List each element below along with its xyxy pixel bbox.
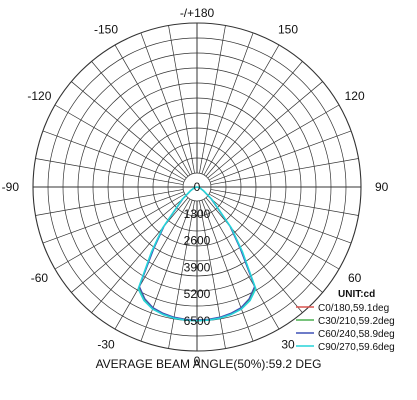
grid-spoke [199, 200, 226, 349]
angle-tick-label: -120 [27, 89, 51, 103]
grid-spoke [140, 32, 193, 174]
grid-spoke [71, 195, 187, 293]
grid-spoke [208, 104, 340, 181]
grid-spoke [207, 81, 323, 179]
grid-spoke [201, 200, 254, 342]
grid-spoke [207, 195, 323, 293]
radial-tick-label: 6500 [184, 314, 211, 328]
legend-entry: C30/210,59.2deg [318, 316, 395, 327]
grid-spoke [201, 32, 254, 174]
unit-label: UNIT:cd [338, 289, 375, 300]
intensity-curves [137, 186, 257, 322]
grid-spoke [210, 191, 352, 244]
grid-spoke [210, 158, 359, 185]
beam-angle-footer: AVERAGE BEAM ANGLE(50%):59.2 DEG [95, 357, 322, 371]
grid-spoke [168, 25, 195, 174]
grid-spoke [203, 44, 280, 176]
grid-spoke [54, 193, 186, 270]
angle-tick-label: 30 [281, 338, 295, 352]
grid-spoke [91, 197, 189, 313]
radial-tick-label: 3900 [184, 260, 211, 274]
grid-spoke [199, 25, 226, 174]
grid-spoke [42, 191, 184, 244]
angle-tick-label: 120 [345, 89, 365, 103]
angle-tick-label: -90 [2, 180, 20, 194]
grid-spoke [205, 61, 303, 177]
series-curve [137, 186, 257, 322]
angle-tick-label: 0 [194, 354, 201, 368]
angle-tick-label: 150 [278, 22, 298, 36]
angle-tick-label: -60 [31, 271, 49, 285]
grid-spoke [54, 104, 186, 181]
grid-spoke [114, 198, 191, 330]
grid-spoke [208, 193, 340, 270]
grid-spoke [114, 44, 191, 176]
radial-tick-label: 0 [194, 180, 201, 194]
angle-tick-label: -30 [97, 338, 115, 352]
polar-grid [32, 22, 362, 352]
grid-spoke [35, 158, 184, 185]
legend: UNIT:cd C0/180,59.1deg C30/210,59.2deg C60… [296, 289, 395, 353]
grid-spoke [205, 197, 303, 313]
grid-spoke [42, 130, 184, 183]
grid-spoke [91, 61, 189, 177]
grid-spoke [168, 200, 195, 349]
radial-tick-label: 2600 [184, 234, 211, 248]
angle-tick-label: 60 [348, 271, 362, 285]
grid-spoke [203, 198, 280, 330]
angle-tick-labels: -/+180 150 -150 120 -120 90 -90 60 -60 30 -30 0 [2, 6, 389, 368]
angle-tick-label: -150 [94, 22, 118, 36]
legend-entry: C0/180,59.1deg [318, 303, 389, 314]
legend-entry: C60/240,58.9deg [318, 329, 395, 340]
grid-spoke [140, 200, 193, 342]
grid-spoke [35, 189, 184, 216]
grid-spoke [71, 81, 187, 179]
angle-tick-label: -/+180 [180, 6, 215, 20]
angle-tick-label: 90 [375, 180, 389, 194]
radial-tick-label: 5200 [184, 287, 211, 301]
grid-spoke [210, 130, 352, 183]
legend-entry: C90/270,59.6deg [318, 342, 395, 353]
radial-tick-label: 1300 [184, 207, 211, 221]
grid-spoke [210, 189, 359, 216]
radial-tick-labels: 0 1300 2600 3900 5200 6500 [184, 180, 211, 328]
